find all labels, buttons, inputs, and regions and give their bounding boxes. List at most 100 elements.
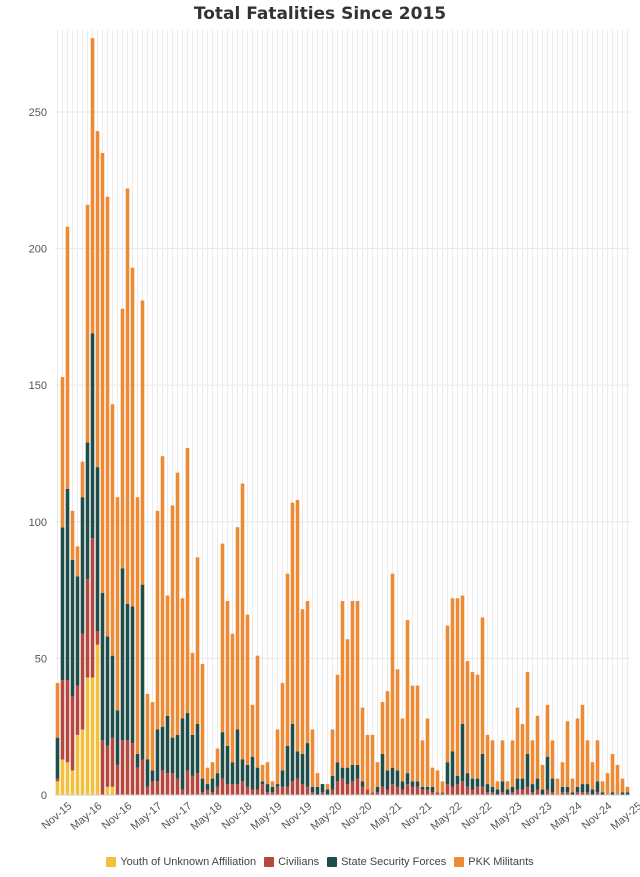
x-tick-label: May-18 <box>189 800 225 833</box>
bar-segment-civilians <box>115 764 120 795</box>
bar-segment-security-forces <box>580 784 585 793</box>
bar-segment-security-forces <box>560 786 565 793</box>
bar-segment-civilians <box>530 792 535 795</box>
bar-segment-security-forces <box>75 576 80 686</box>
bar-segment-civilians <box>335 781 340 795</box>
bar-segment-pkk <box>100 152 105 593</box>
bar-segment-pkk <box>445 625 450 763</box>
bar-segment-pkk <box>405 620 410 774</box>
bar-segment-pkk <box>510 740 515 787</box>
bar-segment-civilians <box>265 792 270 795</box>
bar-segment-security-forces <box>520 778 525 790</box>
legend-item-youth[interactable]: Youth of Unknown Affiliation <box>106 856 256 868</box>
x-tick-label: May-21 <box>369 800 405 833</box>
bar-segment-pkk <box>115 497 120 711</box>
bar-segment-civilians <box>235 784 240 795</box>
bar-segment-security-forces <box>465 773 470 787</box>
bar-segment-pkk <box>185 448 190 714</box>
bar-segment-security-forces <box>65 489 70 681</box>
bar-segment-civilians <box>580 792 585 795</box>
bar-segment-security-forces <box>425 786 430 790</box>
bar-segment-security-forces <box>565 786 570 793</box>
bar-segment-pkk <box>190 652 195 735</box>
bar-segment-youth <box>110 786 115 795</box>
bar-segment-civilians <box>560 792 565 795</box>
bar-segment-pkk <box>430 767 435 787</box>
bar-segment-security-forces <box>525 754 530 787</box>
bar-segment-youth <box>55 781 60 795</box>
bar-segment-civilians <box>90 538 95 678</box>
bar-segment-security-forces <box>495 789 500 795</box>
chart-title: Total Fatalities Since 2015 <box>193 4 447 24</box>
bar-segment-security-forces <box>480 754 485 787</box>
bar-segment-pkk <box>120 308 125 569</box>
bar-segment-security-forces <box>250 756 255 790</box>
bar-segment-civilians <box>185 770 190 795</box>
y-tick-label: 0 <box>41 790 47 802</box>
bar-segment-pkk <box>415 685 420 782</box>
bar-segment-security-forces <box>420 786 425 790</box>
bar-segment-civilians <box>160 770 165 795</box>
bar-segment-security-forces <box>375 786 380 793</box>
bar-segment-pkk <box>265 762 270 785</box>
bar-segment-pkk <box>285 573 290 746</box>
bar-segment-pkk <box>525 672 530 755</box>
bar-segment-pkk <box>395 669 400 771</box>
bar-segment-youth <box>65 762 70 795</box>
bar-segment-civilians <box>525 786 530 795</box>
bar-segment-pkk <box>375 762 380 787</box>
bar-segment-pkk <box>195 557 200 724</box>
x-tick-label: May-22 <box>429 800 465 833</box>
bar-segment-security-forces <box>460 723 465 782</box>
bar-segment-civilians <box>175 778 180 795</box>
bar-segment-civilians <box>125 740 130 795</box>
bar-segment-civilians <box>300 784 305 795</box>
bar-segment-security-forces <box>245 764 250 787</box>
bar-segment-pkk <box>215 748 220 774</box>
bar-segment-civilians <box>290 781 295 795</box>
bar-segment-civilians <box>475 786 480 795</box>
legend-item-security-forces[interactable]: State Security Forces <box>327 856 446 868</box>
bar-segment-security-forces <box>175 734 180 779</box>
x-tick-label: Nov-24 <box>580 800 615 832</box>
bar-segment-security-forces <box>515 778 520 790</box>
bar-segment-civilians <box>70 696 75 771</box>
bar-segment-pkk <box>595 740 600 782</box>
bar-segment-security-forces <box>485 784 490 793</box>
bar-segment-civilians <box>450 786 455 795</box>
x-tick-label: Nov-22 <box>460 800 495 832</box>
bar-segment-civilians <box>500 792 505 795</box>
legend-swatch-civilians <box>264 857 275 867</box>
bar-segment-pkk <box>135 497 140 755</box>
bar-segment-pkk <box>440 781 445 793</box>
bar-segment-pkk <box>180 598 185 719</box>
legend-item-pkk[interactable]: PKK Militants <box>454 856 534 868</box>
bar-segment-civilians <box>585 792 590 795</box>
bar-segment-civilians <box>400 789 405 795</box>
bar-segment-pkk <box>290 502 295 724</box>
bar-segment-security-forces <box>505 789 510 795</box>
bar-segment-pkk <box>220 543 225 733</box>
bar-segment-civilians <box>95 631 100 645</box>
legend-item-civilians[interactable]: Civilians <box>264 856 319 868</box>
bar-segment-pkk <box>565 721 570 787</box>
legend-label-security-forces: State Security Forces <box>341 856 447 868</box>
bar-segment-pkk <box>275 729 280 785</box>
bar-segment-pkk <box>335 674 340 763</box>
bar-segment-security-forces <box>145 759 150 787</box>
bar-segment-civilians <box>470 789 475 795</box>
bar-segment-civilians <box>425 789 430 795</box>
bar-segment-pkk <box>325 784 330 790</box>
bar-segment-civilians <box>355 778 360 795</box>
bar-segment-civilians <box>415 786 420 795</box>
bar-segment-civilians <box>165 773 170 795</box>
bar-segment-security-forces <box>410 781 415 787</box>
bar-segment-pkk <box>85 204 90 443</box>
bar-segment-pkk <box>140 300 145 585</box>
bar-segment-civilians <box>205 789 210 795</box>
bar-segment-security-forces <box>300 754 305 785</box>
bar-segment-civilians <box>345 784 350 795</box>
bar-segment-pkk <box>160 456 165 727</box>
bar-segment-civilians <box>260 784 265 795</box>
bar-segment-security-forces <box>305 743 310 787</box>
